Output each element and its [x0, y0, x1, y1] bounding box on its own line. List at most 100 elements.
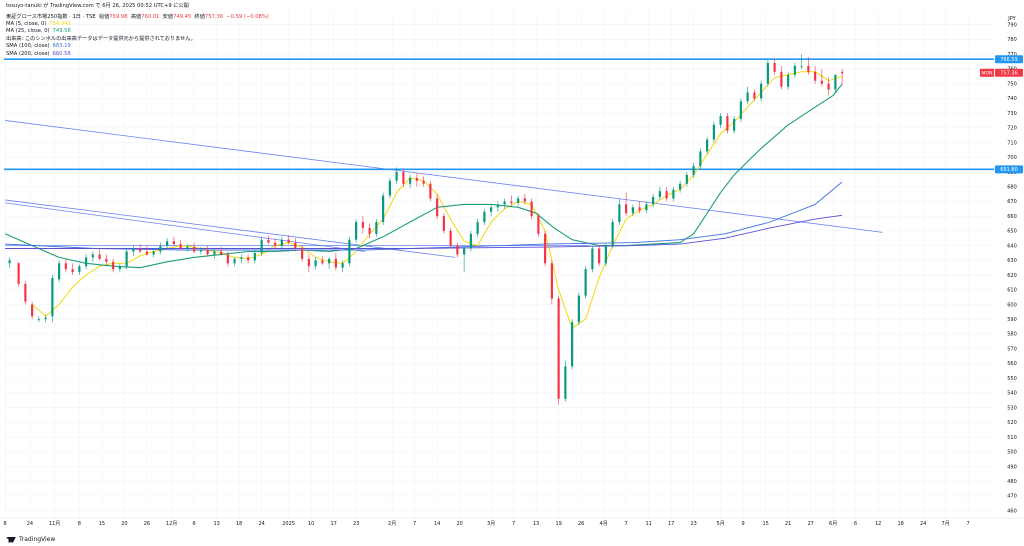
candle-body [699, 151, 702, 167]
candle-body [564, 366, 567, 399]
indicator-row[interactable]: MA (5, close, 0) 754.943 [6, 21, 71, 28]
time-tick-label: 26 [578, 521, 584, 527]
candle-body [665, 191, 668, 199]
time-tick-label: 4月 [600, 521, 608, 527]
time-tick-label: 10 [308, 521, 314, 527]
price-tick-label: 640 [1007, 243, 1017, 249]
candle-body [618, 204, 621, 223]
candle-body [159, 245, 162, 252]
indicator-row[interactable]: MA (25, close, 0) 749.56 [6, 28, 71, 35]
candle-body [422, 180, 425, 184]
low-label: 安値 [162, 14, 174, 20]
price-tick-label: 560 [1007, 361, 1017, 367]
candle-body [280, 239, 283, 246]
candle-body [557, 298, 560, 399]
time-tick-label: 23 [690, 521, 696, 527]
tradingview-logo[interactable]: TradingView [6, 536, 55, 543]
candle-body [773, 63, 776, 72]
candle-body [267, 239, 270, 243]
candle-body [91, 254, 94, 258]
candle-body [631, 207, 634, 214]
indicator-label: 出来高: このシンボルの出来高データはデータ提供元から提供されておりません。 [6, 35, 196, 42]
symbol-name[interactable]: 東証グロース市場250指数 · 1日 · TSE [6, 14, 96, 20]
candle-body [442, 216, 445, 231]
candle-body [145, 251, 148, 255]
price-tick-label: 500 [1007, 450, 1017, 456]
candle-body [253, 252, 256, 261]
candle-body [645, 204, 648, 211]
candle-body [166, 241, 169, 246]
time-tick-label: 21 [785, 521, 791, 527]
trendline [5, 199, 456, 258]
candle-body [375, 222, 378, 234]
price-tick-label: 590 [1007, 317, 1017, 323]
candle-body [17, 263, 20, 284]
candle-body [125, 251, 128, 267]
candle-body [766, 63, 769, 84]
time-tick-label: 17 [330, 521, 336, 527]
indicator-label: SMA (100, close) [6, 43, 50, 50]
candle-body [658, 191, 661, 198]
time-tick-label: 14 [434, 521, 440, 527]
currency-label: JPY [1007, 16, 1016, 22]
indicator-value: 749.56 [52, 28, 71, 35]
price-tag-label: 766.59 [1000, 57, 1018, 63]
time-tick-label: 23 [353, 521, 359, 527]
publish-credit: tosuyo-tanuki が TradingView.com で 6月 26,… [6, 3, 189, 10]
indicator-label: MA (25, close, 0) [6, 28, 50, 35]
symbol-line: 東証グロース市場250指数 · 1日 · TSE 始値759.98 高値760.… [6, 14, 269, 21]
candle-body [355, 222, 358, 240]
trendline [5, 202, 366, 252]
change-value: −0.59 (−0.08%) [226, 14, 269, 20]
indicator-line [5, 214, 843, 249]
candle-body [591, 248, 594, 270]
candle-body [71, 269, 74, 273]
candle-body [172, 241, 175, 245]
candle-body [692, 166, 695, 175]
candle-body [598, 248, 601, 264]
candle-body [706, 139, 709, 152]
candle-body [415, 177, 418, 181]
time-tick-label: 15 [99, 521, 105, 527]
candle-body [112, 261, 115, 270]
time-tick-label: 7 [625, 521, 628, 527]
time-tick-label: 19 [555, 521, 561, 527]
price-tick-label: 510 [1007, 435, 1017, 441]
time-tick-label: 6月 [829, 521, 837, 527]
time-tick-label: 6 [193, 521, 196, 527]
time-tick-label: 2025 [282, 521, 295, 527]
price-tag-prefix: MON [981, 71, 992, 77]
price-axis-bg [994, 0, 1024, 546]
candle-body [98, 254, 101, 259]
candle-body [118, 266, 121, 270]
candle-body [550, 263, 553, 299]
candle-body [712, 124, 715, 140]
time-tick-label: 20 [121, 521, 127, 527]
indicator-row[interactable]: SMA (100, close) 683.19 [6, 43, 71, 50]
candle-body [476, 222, 479, 234]
indicator-row[interactable]: 出来高: このシンボルの出来高データはデータ提供元から提供されておりません。 [6, 36, 199, 43]
price-tag-bg [995, 68, 1023, 77]
candle-body [814, 71, 817, 81]
indicator-row[interactable]: SMA (200, close) 660.58 [6, 51, 71, 58]
high-value: 760.01 [141, 14, 160, 20]
candle-body [64, 263, 67, 270]
price-tick-label: 530 [1007, 405, 1017, 411]
candle-body [31, 304, 34, 317]
candle-body [449, 230, 452, 246]
candle-body [152, 251, 155, 255]
candle-body [780, 71, 783, 87]
price-tick-label: 570 [1007, 346, 1017, 352]
time-tick-label: 24 [27, 521, 33, 527]
price-tick-label: 540 [1007, 391, 1017, 397]
price-tick-label: 700 [1007, 155, 1017, 161]
price-tick-label: 680 [1007, 184, 1017, 190]
candle-body [733, 118, 736, 131]
price-tick-label: 490 [1007, 464, 1017, 470]
candle-body [321, 260, 324, 264]
candle-body [463, 248, 466, 255]
candle-body [37, 319, 40, 321]
candle-body [260, 239, 263, 253]
